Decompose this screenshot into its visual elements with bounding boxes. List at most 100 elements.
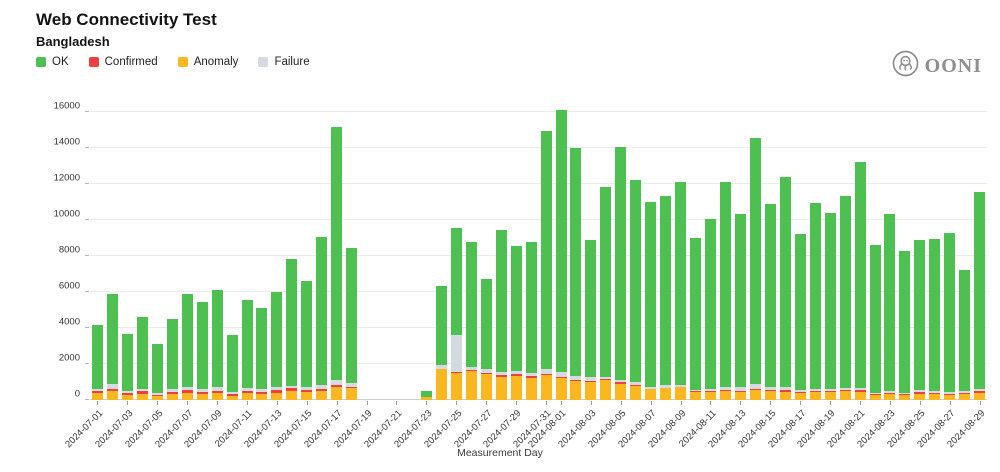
bar-2024-07-24[interactable] — [435, 285, 447, 400]
bar-2024-08-10[interactable] — [690, 237, 702, 400]
x-tick-mark — [516, 401, 518, 405]
bar-2024-07-28[interactable] — [495, 229, 507, 400]
bar-2024-07-06[interactable] — [166, 319, 178, 400]
segment-failure — [136, 388, 148, 392]
bar-slot-2024-07-30 — [524, 105, 539, 400]
bar-2024-08-06[interactable] — [630, 179, 642, 400]
x-tick-mark — [545, 401, 547, 405]
bar-2024-08-24[interactable] — [899, 250, 911, 400]
x-tick-mark — [366, 401, 368, 405]
bar-2024-07-16[interactable] — [316, 236, 328, 400]
bar-2024-08-28[interactable] — [959, 270, 971, 400]
bar-slot-2024-07-26 — [464, 105, 479, 400]
x-tick-mark — [590, 401, 592, 405]
bar-2024-08-23[interactable] — [884, 213, 896, 400]
bar-2024-08-12[interactable] — [720, 181, 731, 400]
bar-2024-07-08[interactable] — [196, 302, 208, 400]
legend-item-confirmed[interactable]: Confirmed — [88, 56, 158, 68]
bar-2024-07-11[interactable] — [241, 299, 253, 400]
bar-2024-07-09[interactable] — [211, 289, 223, 400]
bar-slot-2024-08-28 — [957, 105, 972, 400]
bar-2024-08-01[interactable] — [555, 109, 567, 400]
segment-confirmed — [510, 373, 522, 376]
bar-2024-08-07[interactable] — [645, 202, 657, 400]
bar-slot-2024-08-26 — [927, 105, 942, 400]
bar-2024-08-11[interactable] — [705, 219, 717, 400]
bar-2024-07-02[interactable] — [106, 294, 118, 400]
bar-2024-08-20[interactable] — [839, 196, 851, 400]
segment-failure — [824, 389, 836, 392]
x-tick-mark — [336, 401, 338, 405]
bar-2024-07-15[interactable] — [301, 280, 313, 400]
bar-2024-08-15[interactable] — [764, 204, 776, 400]
bar-2024-08-13[interactable] — [734, 213, 746, 400]
bar-2024-08-03[interactable] — [585, 240, 597, 400]
bar-2024-08-16[interactable] — [779, 176, 791, 400]
bar-2024-07-27[interactable] — [480, 279, 492, 400]
segment-anomaly — [675, 387, 687, 400]
bar-2024-08-17[interactable] — [794, 234, 806, 400]
bar-slot-2024-07-08 — [195, 105, 210, 400]
bar-2024-08-05[interactable] — [615, 146, 627, 400]
segment-failure — [600, 376, 612, 380]
segment-confirmed — [794, 392, 806, 393]
bar-2024-07-26[interactable] — [465, 241, 477, 400]
segment-confirmed — [959, 392, 971, 394]
bar-2024-07-31[interactable] — [540, 130, 552, 400]
legend-label: Anomaly — [193, 56, 239, 68]
bar-2024-08-22[interactable] — [869, 245, 881, 400]
bar-slot-2024-07-09 — [210, 105, 225, 400]
bar-2024-07-25[interactable] — [450, 227, 462, 400]
plot-area: 0 2000 4000 6000 8000 10000 12000 14000 16000 — [54, 101, 987, 400]
bar-2024-07-10[interactable] — [226, 334, 238, 400]
legend-item-failure[interactable]: Failure — [258, 56, 310, 68]
x-tick-mark — [306, 401, 308, 405]
bar-2024-07-07[interactable] — [181, 294, 193, 400]
x-tick-mark — [396, 401, 398, 405]
bar-2024-08-21[interactable] — [854, 161, 866, 400]
bar-2024-07-01[interactable] — [91, 324, 103, 400]
segment-confirmed — [166, 392, 178, 395]
bar-2024-08-18[interactable] — [809, 202, 821, 400]
bar-slot-2024-07-22 — [404, 105, 419, 400]
bar-2024-07-23[interactable] — [420, 391, 432, 400]
chart-legend: OK Confirmed Anomaly Failure — [36, 56, 310, 68]
gridline-y-8000 — [90, 255, 987, 256]
bar-2024-08-19[interactable] — [824, 212, 836, 400]
segment-ok — [301, 280, 313, 387]
segment-anomaly — [854, 391, 866, 400]
segment-anomaly — [570, 381, 582, 400]
bar-2024-07-29[interactable] — [510, 245, 522, 400]
segment-confirmed — [450, 372, 462, 373]
segment-anomaly — [555, 377, 567, 400]
bar-2024-08-29[interactable] — [974, 192, 986, 400]
bar-2024-08-02[interactable] — [570, 147, 582, 400]
bar-2024-07-04[interactable] — [136, 317, 148, 400]
bar-2024-07-05[interactable] — [151, 343, 163, 400]
page-subtitle-country: Bangladesh — [36, 34, 110, 49]
bar-2024-07-17[interactable] — [331, 127, 343, 400]
bar-2024-08-04[interactable] — [600, 186, 612, 400]
bar-2024-08-25[interactable] — [914, 240, 926, 400]
bar-2024-07-18[interactable] — [346, 247, 358, 400]
bar-slot-2024-08-01 — [554, 105, 569, 400]
x-tick-mark — [979, 401, 981, 405]
legend-item-ok[interactable]: OK — [36, 56, 69, 68]
legend-item-anomaly[interactable]: Anomaly — [177, 56, 239, 68]
bar-2024-08-26[interactable] — [929, 239, 941, 400]
segment-failure — [615, 379, 627, 383]
bar-2024-08-09[interactable] — [675, 181, 687, 400]
bar-2024-08-27[interactable] — [944, 232, 956, 400]
x-tick-mark — [680, 401, 682, 405]
segment-failure — [675, 384, 687, 387]
bar-2024-07-13[interactable] — [271, 291, 283, 400]
segment-ok — [106, 294, 118, 384]
bar-2024-07-14[interactable] — [286, 259, 298, 400]
bar-2024-07-12[interactable] — [256, 308, 268, 400]
segment-failure — [959, 391, 971, 393]
bar-2024-08-08[interactable] — [660, 196, 672, 400]
bar-2024-07-03[interactable] — [121, 333, 133, 400]
bar-2024-07-30[interactable] — [525, 241, 537, 400]
segment-ok — [675, 181, 687, 385]
bar-2024-08-14[interactable] — [749, 137, 761, 400]
